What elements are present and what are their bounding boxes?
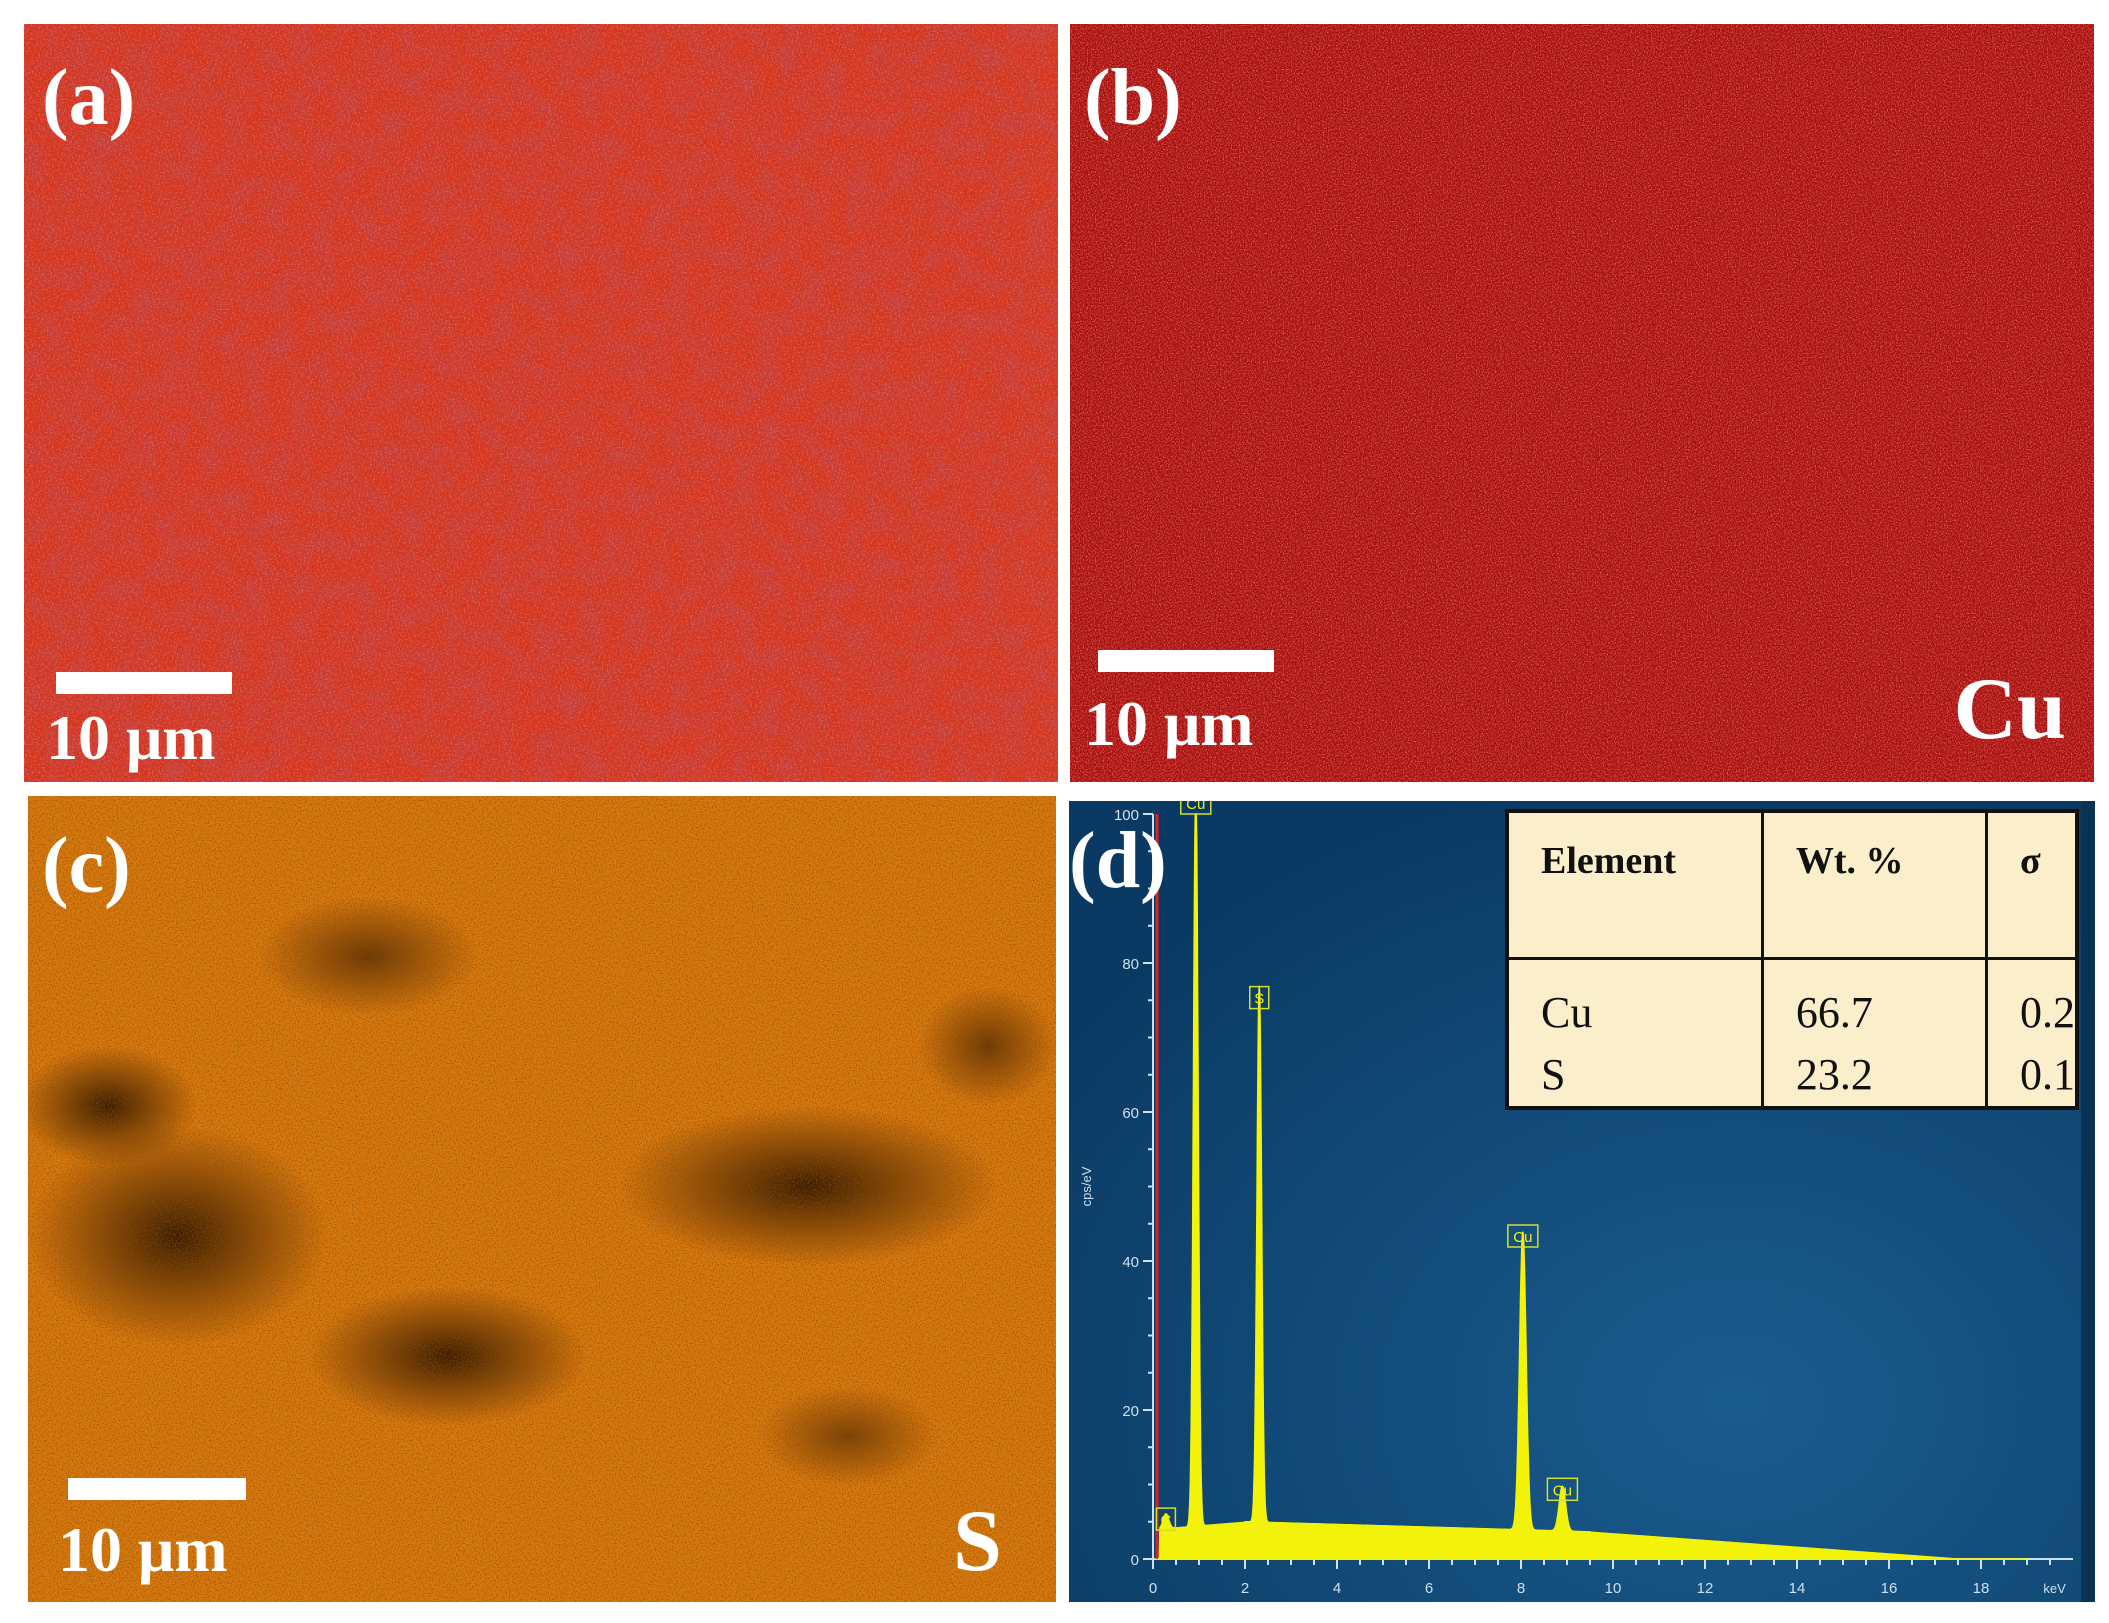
s-map-panel: (c) 10 μm S [28, 796, 1056, 1602]
element-label-cu: Cu [1953, 661, 2067, 758]
spectrum-trace [1157, 813, 2027, 1560]
cell-cu-sigma: 0.2 [2020, 988, 2075, 1037]
y-tick-label: 100 [1114, 807, 1139, 824]
element-label-s: S [953, 1493, 1002, 1590]
scale-label-a: 10 μm [46, 702, 216, 773]
y-tick-label: 60 [1122, 1105, 1139, 1122]
x-axis-label: keV [2043, 1581, 2066, 1596]
table-row: Cu S 66.7 23.2 0.2 0.1 [1505, 957, 2079, 1110]
cell-cu-element: Cu [1541, 988, 1593, 1037]
cell-s-sigma: 0.1 [2020, 1050, 2075, 1099]
header-element: Element [1505, 809, 1764, 960]
peak-label: Cu [1513, 1229, 1532, 1246]
scale-label-c: 10 μm [58, 1514, 228, 1585]
panel-label-b: (b) [1084, 54, 1182, 142]
x-tick-label: 8 [1517, 1580, 1525, 1597]
s-map-texture [28, 796, 1056, 1602]
x-tick-label: 16 [1881, 1580, 1898, 1597]
sem-image-panel: (a) 10 μm [24, 24, 1058, 782]
peak-label: S [1254, 991, 1264, 1008]
cell-s-wt: 23.2 [1795, 1050, 1873, 1099]
composition-table: Element Wt. % σ Cu S 66.7 23.2 0.2 0.1 [1505, 809, 2079, 1110]
y-tick-label: 0 [1131, 1552, 1139, 1569]
panel-label-d: (d) [1069, 817, 1167, 905]
eds-spectrum-chart: 0 2 4 6 8 10 12 14 16 18 keV 0 20 40 60 80 100 cps/eV C Cu S… [1079, 801, 2073, 1597]
eds-spectrum-panel: 0 2 4 6 8 10 12 14 16 18 keV 0 20 40 60 80 100 cps/eV C Cu S… [1069, 801, 2095, 1602]
peak-label: C [1160, 1512, 1171, 1529]
peak-label-box [1507, 1224, 1539, 1248]
peak-label-box [1249, 985, 1270, 1010]
y-axis-label: cps/eV [1079, 1166, 1094, 1206]
y-tick-label: 20 [1122, 1403, 1139, 1420]
y-tick-label: 80 [1122, 956, 1139, 973]
scale-label-b: 10 μm [1084, 688, 1254, 759]
cell-s-element: S [1541, 1050, 1566, 1099]
peak-label: Cu [1186, 801, 1205, 813]
x-tick-label: 0 [1149, 1580, 1157, 1597]
sigma-cell: 0.2 0.1 [1985, 957, 2079, 1110]
cell-cu-wt: 66.7 [1795, 988, 1873, 1037]
header-sigma: σ [1985, 809, 2079, 960]
x-tick-label: 2 [1241, 1580, 1249, 1597]
panel-label-a: (a) [42, 54, 136, 142]
x-tick-label: 10 [1605, 1580, 1622, 1597]
table-header-row: Element Wt. % σ [1505, 809, 2079, 960]
peak-label-box [1155, 1507, 1177, 1531]
scale-bar-c [68, 1478, 246, 1500]
scale-bar-a [56, 672, 232, 694]
x-tick-label: 14 [1789, 1580, 1806, 1597]
scale-bar-b [1098, 650, 1274, 672]
header-wt: Wt. % [1760, 809, 1989, 960]
element-cell: Cu S [1505, 957, 1764, 1110]
wt-cell: 66.7 23.2 [1760, 957, 1989, 1110]
peak-label: Cu [1553, 1482, 1572, 1499]
y-tick-label: 40 [1122, 1254, 1139, 1271]
panel-label-c: (c) [42, 822, 131, 910]
x-tick-label: 6 [1425, 1580, 1433, 1597]
sem-texture [24, 24, 1058, 782]
peak-label-box [1546, 1477, 1579, 1502]
cu-map-panel: (b) 10 μm Cu [1070, 24, 2094, 782]
peak-label-box [1180, 801, 1212, 815]
x-tick-label: 12 [1697, 1580, 1714, 1597]
x-tick-label: 18 [1973, 1580, 1990, 1597]
x-tick-label: 4 [1333, 1580, 1341, 1597]
